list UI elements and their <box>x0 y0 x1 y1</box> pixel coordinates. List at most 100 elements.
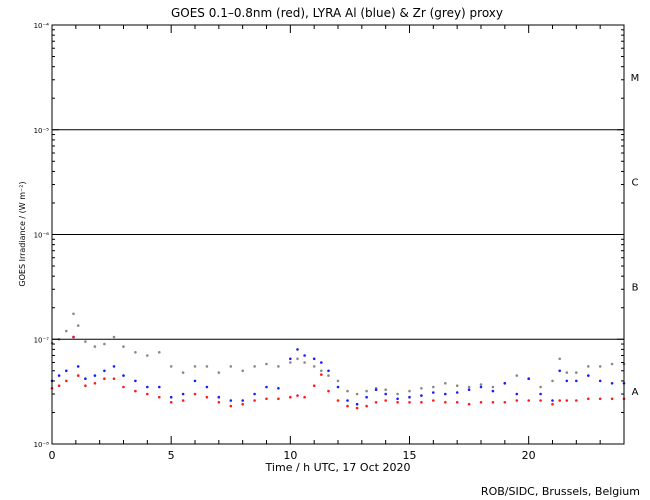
data-point <box>558 357 561 361</box>
data-point <box>539 399 542 402</box>
data-point <box>587 365 590 368</box>
data-point <box>455 401 459 404</box>
series-0 <box>50 312 626 396</box>
data-point <box>205 385 209 389</box>
data-point <box>112 377 116 381</box>
series-1 <box>50 335 626 406</box>
data-point <box>444 382 447 385</box>
data-point <box>193 365 197 368</box>
data-point <box>527 399 530 402</box>
y-tick-label: 10⁻⁸ <box>34 441 50 449</box>
data-point <box>610 362 614 366</box>
data-series-layer <box>50 312 626 410</box>
data-point <box>265 362 268 366</box>
data-point <box>277 365 280 368</box>
data-point <box>253 365 256 368</box>
data-point <box>181 392 185 396</box>
data-point <box>312 365 316 368</box>
data-point <box>320 361 323 364</box>
data-point <box>598 397 602 401</box>
data-point <box>491 389 495 393</box>
x-tick-label: 5 <box>168 449 175 462</box>
data-point <box>479 401 483 404</box>
y-axis-ticks: 10⁻⁴ 10⁻⁵ 10⁻⁶ 10⁻⁷ 10⁻⁸ <box>34 22 624 449</box>
data-point <box>296 394 299 397</box>
data-point <box>346 389 349 393</box>
data-point <box>158 385 161 389</box>
data-point <box>181 371 185 374</box>
data-point <box>420 401 423 404</box>
data-point <box>479 383 483 386</box>
data-point <box>241 402 244 406</box>
data-point <box>539 385 542 389</box>
data-point <box>432 391 435 394</box>
data-point <box>515 392 519 396</box>
data-point <box>217 401 221 404</box>
data-point <box>103 377 106 381</box>
y-tick-label: 10⁻⁴ <box>34 22 50 30</box>
data-point <box>527 377 530 381</box>
data-point <box>575 371 578 374</box>
data-point <box>355 392 359 396</box>
data-point <box>169 401 173 404</box>
data-point <box>76 324 80 327</box>
data-point <box>327 369 330 373</box>
data-point <box>515 399 519 402</box>
credit-text: ROB/SIDC, Brussels, Belgium <box>481 485 640 498</box>
data-point <box>467 388 471 392</box>
y-tick-label: 10⁻⁶ <box>34 232 50 240</box>
x-tick-label: 20 <box>522 449 536 462</box>
data-point <box>312 384 316 388</box>
data-point <box>374 388 378 392</box>
data-point <box>384 388 388 392</box>
data-point <box>551 399 554 402</box>
data-point <box>84 377 87 381</box>
data-point <box>134 351 137 354</box>
flare-class-lines <box>52 129 624 340</box>
data-point <box>93 374 97 377</box>
series-2 <box>50 335 626 410</box>
data-point <box>265 385 268 389</box>
data-point <box>455 391 459 394</box>
data-point <box>565 371 569 374</box>
data-point <box>575 379 578 383</box>
data-point <box>146 392 149 396</box>
data-point <box>289 395 292 399</box>
data-point <box>229 404 233 408</box>
data-point <box>65 329 68 333</box>
data-point <box>265 397 268 401</box>
data-point <box>253 392 256 396</box>
data-point <box>384 392 388 396</box>
data-point <box>277 387 280 390</box>
data-point <box>103 369 106 373</box>
data-point <box>169 365 173 368</box>
data-point <box>277 397 280 401</box>
data-point <box>365 404 368 408</box>
data-point <box>355 406 359 410</box>
data-point <box>491 385 495 389</box>
data-point <box>253 399 256 402</box>
data-point <box>146 385 149 389</box>
x-tick-label: 15 <box>403 449 417 462</box>
data-point <box>303 354 306 357</box>
data-point <box>134 389 137 393</box>
data-point <box>565 399 569 402</box>
data-point <box>112 365 116 368</box>
data-point <box>229 365 233 368</box>
data-point <box>134 379 137 383</box>
data-point <box>146 354 149 357</box>
data-point <box>158 351 161 354</box>
data-point <box>491 401 495 404</box>
y-axis-label: GOES Irradiance / (W m⁻²) <box>18 181 27 286</box>
data-point <box>558 369 561 373</box>
data-point <box>396 401 399 404</box>
data-point <box>346 404 349 408</box>
data-point <box>320 373 323 376</box>
data-point <box>575 399 578 402</box>
data-point <box>444 401 447 404</box>
data-point <box>503 382 507 385</box>
data-point <box>598 365 602 368</box>
data-point <box>346 399 349 402</box>
data-point <box>312 357 316 361</box>
